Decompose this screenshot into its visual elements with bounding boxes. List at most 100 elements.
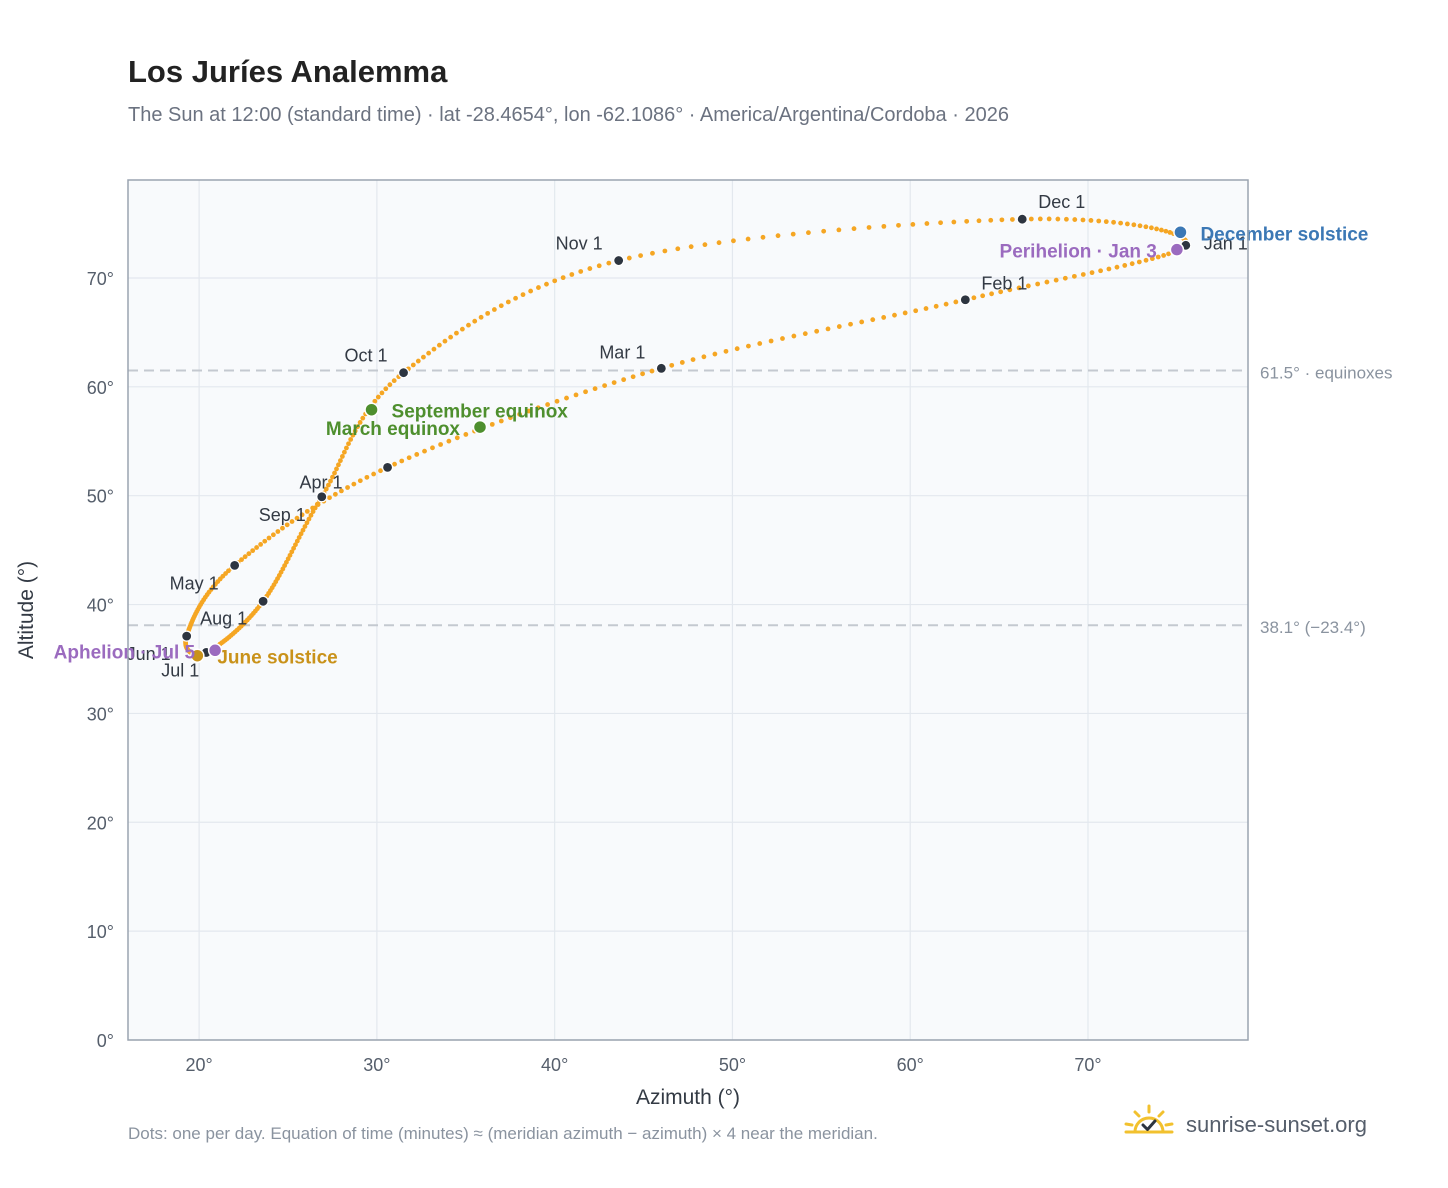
day-dot xyxy=(430,445,435,451)
footnote: Dots: one per day. Equation of time (min… xyxy=(128,1124,878,1143)
day-dot xyxy=(780,336,785,341)
day-dot xyxy=(348,437,354,442)
day-dot xyxy=(339,454,345,459)
axis-ticks: 20° 30° 40° 50° 60° 70° 0° 10° 20° 30° 40° 50° 60° 70… xyxy=(87,269,1102,1075)
reference-line-label: 38.1° (−23.4°) xyxy=(1260,618,1366,637)
day-dot xyxy=(478,314,484,320)
day-dot xyxy=(338,458,343,464)
day-dot xyxy=(357,420,363,425)
day-dot xyxy=(1124,221,1130,227)
day-dot xyxy=(304,520,310,526)
day-dot xyxy=(544,281,549,287)
day-dot xyxy=(332,470,337,476)
day-dot xyxy=(825,326,831,332)
day-dot xyxy=(289,549,295,555)
event-label: June solstice xyxy=(217,648,337,669)
day-dot xyxy=(638,253,643,259)
day-dot xyxy=(896,222,901,228)
month-marker xyxy=(257,595,269,607)
day-dot xyxy=(294,515,300,521)
day-dot xyxy=(491,307,497,312)
day-dot xyxy=(902,310,908,316)
day-dot xyxy=(291,545,297,551)
day-dot xyxy=(466,322,471,328)
day-dot xyxy=(250,548,256,554)
day-dot xyxy=(312,505,318,511)
day-dot xyxy=(520,292,526,298)
day-dot xyxy=(489,421,495,427)
day-dot xyxy=(1167,230,1173,235)
day-dot xyxy=(239,557,244,563)
month-label: Dec 1 xyxy=(1038,192,1085,212)
day-dot xyxy=(302,524,308,529)
day-dot xyxy=(1161,253,1167,258)
day-dot xyxy=(391,378,397,384)
day-dot xyxy=(1106,266,1112,272)
day-dot xyxy=(989,291,994,297)
month-marker xyxy=(381,461,394,473)
day-dot xyxy=(341,449,347,455)
day-dot xyxy=(442,338,448,344)
day-dot xyxy=(1037,216,1043,222)
day-dot xyxy=(304,508,310,514)
day-dot xyxy=(379,390,385,396)
day-dot xyxy=(554,398,560,404)
day-dot xyxy=(375,394,381,400)
day-dot xyxy=(332,491,338,497)
y-tick-label: 30° xyxy=(87,704,114,724)
day-dot xyxy=(296,535,302,540)
day-dot xyxy=(951,219,957,225)
day-dot xyxy=(943,301,949,307)
day-dot xyxy=(1111,219,1116,225)
day-dot xyxy=(284,522,290,528)
day-dot xyxy=(498,418,504,424)
day-dot xyxy=(299,512,305,518)
day-dot xyxy=(578,269,584,274)
day-dot xyxy=(611,380,617,385)
day-dot xyxy=(1131,222,1137,228)
day-dot xyxy=(569,272,575,277)
day-dot xyxy=(392,461,397,467)
day-dot xyxy=(690,357,696,363)
day-dot xyxy=(1136,259,1142,265)
day-dot xyxy=(294,538,300,544)
day-dot xyxy=(701,354,707,360)
day-dot xyxy=(775,233,781,239)
day-dot xyxy=(814,328,820,334)
day-dot xyxy=(399,458,405,464)
reference-line-label: 61.5° · equinoxes xyxy=(1260,364,1393,383)
day-dot xyxy=(731,238,736,244)
day-dot xyxy=(351,481,357,487)
day-dot xyxy=(999,217,1005,223)
y-tick-label: 0° xyxy=(97,1031,114,1051)
day-dot xyxy=(306,516,312,522)
brand[interactable]: sunrise-sunset.org xyxy=(1122,1103,1367,1147)
day-dot xyxy=(821,228,827,234)
day-dot xyxy=(1072,217,1078,222)
day-dot xyxy=(498,303,504,309)
day-dot xyxy=(836,227,842,233)
day-dot xyxy=(275,529,281,534)
y-tick-label: 60° xyxy=(87,378,114,398)
event-label: December solstice xyxy=(1200,224,1368,245)
month-label: May 1 xyxy=(170,573,219,593)
day-dot xyxy=(1114,264,1120,270)
day-dot xyxy=(859,319,865,325)
day-dot xyxy=(734,346,740,352)
day-dot xyxy=(933,303,939,309)
day-dot xyxy=(535,405,541,411)
day-dot xyxy=(262,538,268,544)
day-dot xyxy=(1064,216,1069,222)
day-dot xyxy=(1035,281,1041,287)
day-dot xyxy=(1055,216,1061,222)
event-label: Perihelion · Jan 3 xyxy=(1000,242,1157,263)
day-dot xyxy=(293,542,298,548)
day-dot xyxy=(330,474,335,480)
day-dot xyxy=(1071,273,1077,279)
month-label: Jan 1 xyxy=(1204,233,1248,253)
day-dot xyxy=(1143,224,1149,230)
day-dot xyxy=(326,482,331,488)
day-dot xyxy=(791,333,797,339)
day-dot xyxy=(892,312,897,318)
day-dot xyxy=(517,411,523,417)
